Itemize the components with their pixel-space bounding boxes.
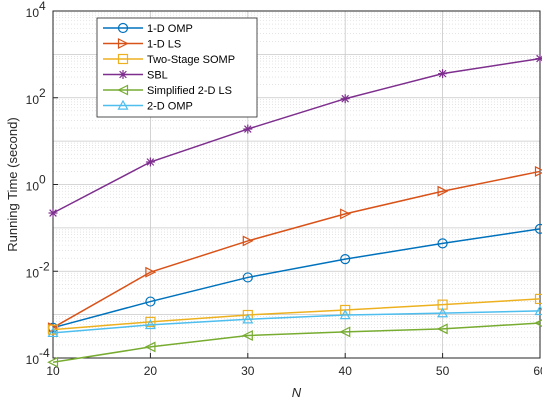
asterisk-marker (119, 70, 127, 79)
square-marker (117, 53, 129, 65)
legend-label: 1-D LS (147, 39, 181, 51)
series-2-d-omp (47, 305, 542, 338)
asterisk-marker (341, 94, 349, 103)
legend-entry: 2-D OMP (103, 99, 193, 113)
triangle-up-marker (144, 319, 156, 330)
triangle-right-marker (117, 38, 129, 49)
triangle-right-marker (437, 185, 449, 197)
series-line (52, 228, 541, 329)
series-simplified-2-d-ls (47, 319, 542, 368)
series-line (52, 170, 541, 329)
triangle-up-marker (242, 313, 254, 324)
legend-label: 2-D OMP (147, 101, 193, 113)
series-1-d-ls (47, 165, 542, 334)
y-tick-exponent: 4 (39, 0, 46, 13)
y-tick-exponent: -2 (39, 259, 50, 273)
y-tick-exponent: 0 (39, 173, 46, 187)
triangle-right-marker (534, 165, 542, 177)
x-tick-label: 20 (144, 364, 158, 378)
legend: 1-D OMP 1-D LS Two-Stage SOMP SBL Simplified… (96, 17, 258, 118)
asterisk-marker (146, 158, 155, 166)
series-two-stage-somp (47, 293, 542, 335)
series-line (52, 310, 541, 334)
legend-label: SBL (147, 70, 168, 82)
legend-box (96, 17, 258, 118)
triangle-up-marker (534, 305, 542, 316)
series-line (52, 57, 541, 214)
square-marker (145, 316, 156, 327)
y-tick-label: 10 (26, 353, 40, 367)
square-marker (47, 324, 59, 335)
series-line (52, 298, 541, 331)
triangle-right-marker (242, 235, 254, 247)
x-tick-label: 30 (241, 364, 255, 378)
triangle-left-marker (47, 356, 59, 368)
y-tick-label: 10 (26, 180, 40, 194)
series-line (52, 322, 541, 363)
y-tick-exponent: 2 (39, 86, 46, 100)
series-sbl (48, 54, 542, 218)
x-tick-label: 60 (533, 364, 542, 378)
x-tick-label: 10 (46, 364, 60, 378)
x-tick-label: 40 (339, 364, 353, 378)
circle-marker (242, 272, 253, 283)
legend-label: 1-D OMP (147, 23, 193, 35)
y-tick-label: 10 (26, 266, 40, 280)
legend-entry: Simplified 2-D LS (103, 84, 232, 97)
legend-entry: SBL (103, 70, 168, 82)
legend-label: Two-Stage SOMP (147, 54, 235, 66)
circle-marker (534, 223, 542, 234)
asterisk-marker (536, 55, 542, 63)
y-tick-label: 10 (26, 93, 40, 107)
triangle-up-marker (47, 327, 59, 338)
legend-entry: 1-D OMP (103, 22, 193, 35)
triangle-left-marker (241, 330, 253, 341)
triangle-up-marker (437, 307, 449, 318)
triangle-left-marker (436, 323, 448, 335)
legend-entry: Two-Stage SOMP (103, 53, 235, 66)
circle-marker (340, 254, 351, 265)
circle-marker (437, 238, 448, 249)
data-series (47, 54, 542, 368)
asterisk-marker (438, 69, 447, 78)
legend-label: Simplified 2-D LS (147, 85, 232, 97)
circle-marker (117, 22, 129, 34)
x-tick-label: 50 (436, 364, 450, 378)
square-marker (534, 293, 542, 305)
triangle-left-marker (339, 326, 351, 338)
asterisk-marker (49, 209, 57, 217)
triangle-left-marker (144, 341, 156, 353)
y-tick-exponent: -4 (39, 346, 50, 360)
triangle-left-marker (534, 319, 542, 327)
asterisk-marker (244, 125, 252, 133)
y-tick-label: 10 (26, 6, 40, 20)
triangle-right-marker (340, 208, 352, 220)
triangle-left-marker (117, 84, 129, 96)
triangle-up-marker (339, 309, 351, 320)
triangle-right-marker (145, 266, 157, 278)
triangle-up-marker (117, 99, 129, 110)
legend-entry: 1-D LS (103, 38, 181, 51)
circle-marker (145, 296, 156, 307)
y-axis-label: Running Time (second) (5, 117, 20, 251)
x-axis-label: N (292, 385, 302, 400)
